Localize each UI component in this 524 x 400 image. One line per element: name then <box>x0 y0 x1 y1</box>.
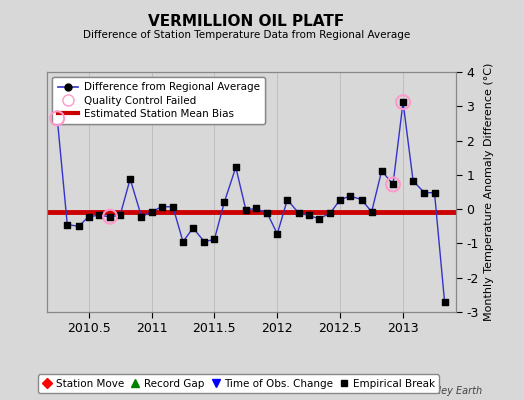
Point <box>294 210 303 216</box>
Point <box>440 298 449 305</box>
Point <box>169 204 177 210</box>
Point <box>346 193 354 199</box>
Point <box>116 212 124 218</box>
Point <box>94 212 103 218</box>
Text: VERMILLION OIL PLATF: VERMILLION OIL PLATF <box>148 14 344 29</box>
Point <box>283 196 291 203</box>
Point <box>399 99 407 105</box>
Y-axis label: Monthly Temperature Anomaly Difference (°C): Monthly Temperature Anomaly Difference (… <box>484 63 494 321</box>
Point <box>263 210 271 216</box>
Point <box>389 181 397 188</box>
Point <box>210 236 219 242</box>
Point <box>157 204 166 210</box>
Point <box>84 214 93 220</box>
Point <box>220 198 228 205</box>
Point <box>357 196 366 203</box>
Legend: Difference from Regional Average, Quality Control Failed, Estimated Station Mean: Difference from Regional Average, Qualit… <box>52 77 265 124</box>
Point <box>179 238 187 245</box>
Point <box>126 176 134 182</box>
Text: Difference of Station Temperature Data from Regional Average: Difference of Station Temperature Data f… <box>83 30 410 40</box>
Point <box>53 115 61 122</box>
Point <box>74 223 83 230</box>
Point <box>147 209 156 215</box>
Point <box>242 207 250 213</box>
Point <box>409 178 417 184</box>
Point <box>336 196 344 203</box>
Point <box>304 212 313 218</box>
Point <box>389 181 397 188</box>
Point <box>377 168 386 174</box>
Point <box>63 221 71 228</box>
Point <box>367 209 376 215</box>
Point <box>200 238 209 245</box>
Point <box>399 99 407 105</box>
Point <box>232 164 240 170</box>
Point <box>430 190 439 196</box>
Legend: Station Move, Record Gap, Time of Obs. Change, Empirical Break: Station Move, Record Gap, Time of Obs. C… <box>38 374 439 393</box>
Point <box>106 214 114 220</box>
Point <box>189 225 197 231</box>
Point <box>106 214 114 220</box>
Text: Berkeley Earth: Berkeley Earth <box>410 386 482 396</box>
Point <box>420 190 429 196</box>
Point <box>252 205 260 212</box>
Point <box>137 214 146 220</box>
Point <box>53 115 61 122</box>
Point <box>314 216 323 222</box>
Point <box>273 231 281 237</box>
Point <box>326 210 334 216</box>
